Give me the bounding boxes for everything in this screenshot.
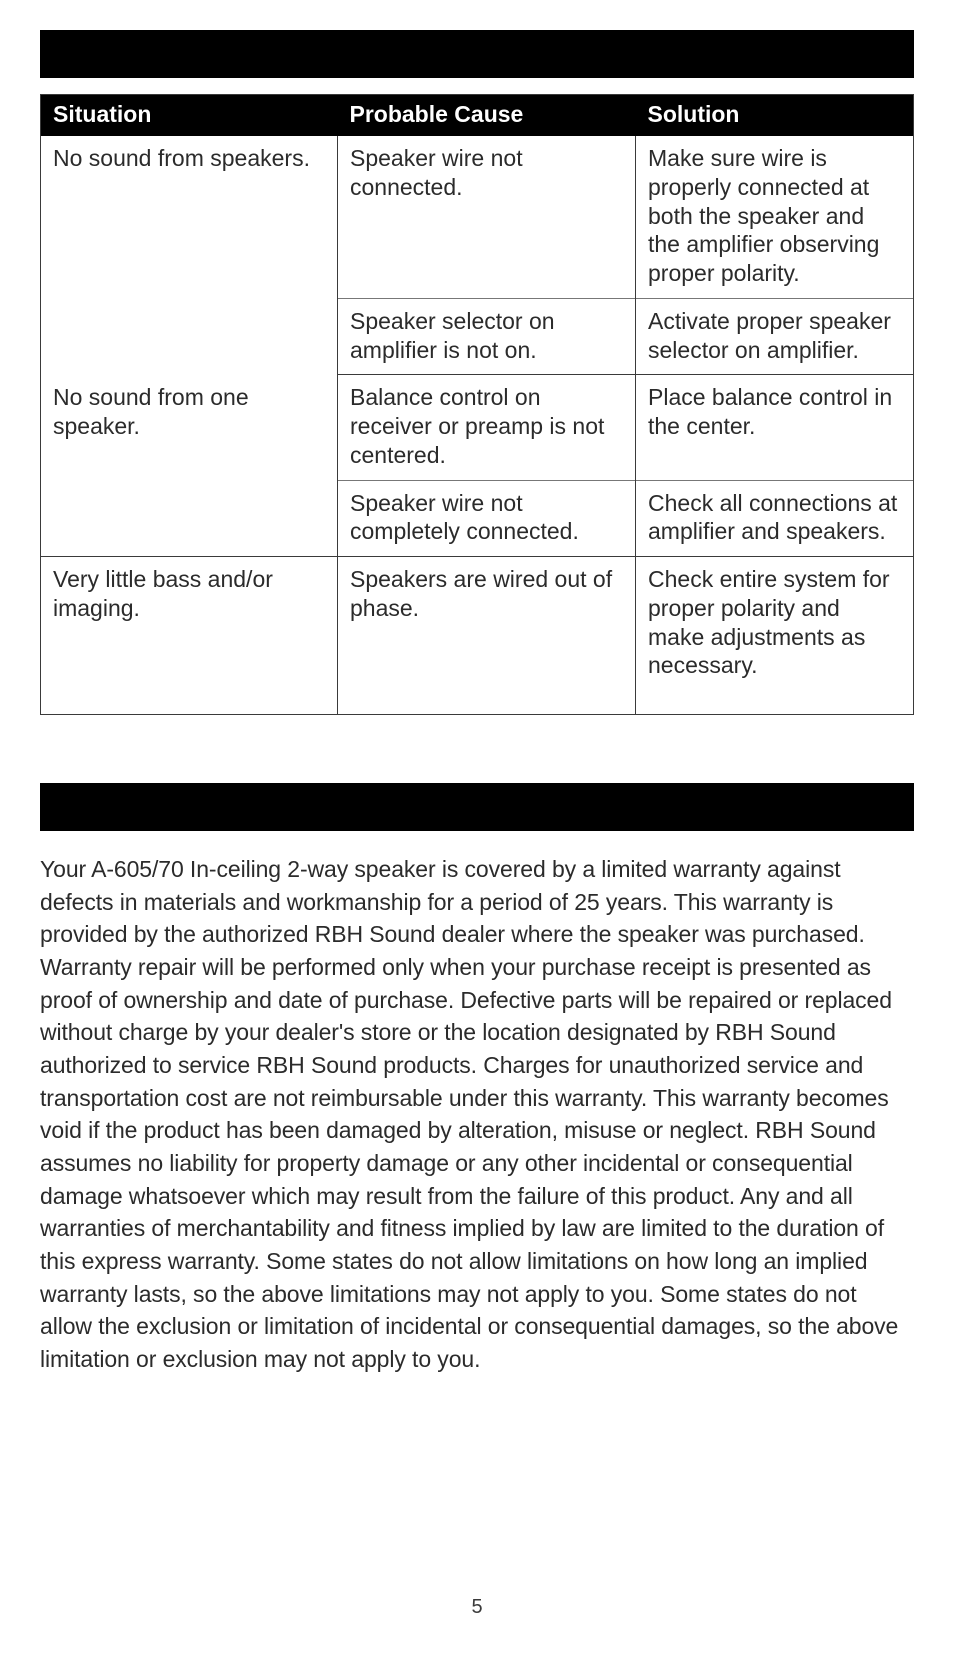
- table-header-row: Situation Probable Cause Solution: [41, 95, 914, 137]
- table-row: No sound from speakers. Speaker wire not…: [41, 136, 914, 298]
- header-solution: Solution: [636, 95, 914, 137]
- cell-solution: Make sure wire is properly connected at …: [636, 136, 914, 298]
- cell-situation: No sound from speakers.: [41, 136, 338, 375]
- cell-cause: Speakers are wired out of phase.: [338, 557, 636, 715]
- header-situation: Situation: [41, 95, 338, 137]
- section-heading-bar-1: [40, 30, 914, 78]
- header-cause: Probable Cause: [338, 95, 636, 137]
- page-number: 5: [40, 1596, 914, 1619]
- cell-solution: Activate proper speaker selector on ampl…: [636, 298, 914, 375]
- section-heading-bar-2: [40, 783, 914, 831]
- cell-solution: Place balance control in the center.: [636, 375, 914, 480]
- cell-cause: Balance control on receiver or preamp is…: [338, 375, 636, 480]
- cell-solution: Check all connections at amplifier and s…: [636, 480, 914, 557]
- cell-cause: Speaker wire not completely connected.: [338, 480, 636, 557]
- table-row: No sound from one speaker. Balance contr…: [41, 375, 914, 480]
- cell-cause: Speaker wire not connected.: [338, 136, 636, 298]
- cell-situation: Very little bass and/or imaging.: [41, 557, 338, 715]
- warranty-paragraph: Your A-605/70 In-ceiling 2-way speaker i…: [40, 853, 914, 1376]
- cell-solution: Check entire system for proper polarity …: [636, 557, 914, 715]
- cell-situation: No sound from one speaker.: [41, 375, 338, 557]
- cell-cause: Speaker selector on amplifier is not on.: [338, 298, 636, 375]
- table-row: Very little bass and/or imaging. Speaker…: [41, 557, 914, 715]
- troubleshooting-table: Situation Probable Cause Solution No sou…: [40, 94, 914, 715]
